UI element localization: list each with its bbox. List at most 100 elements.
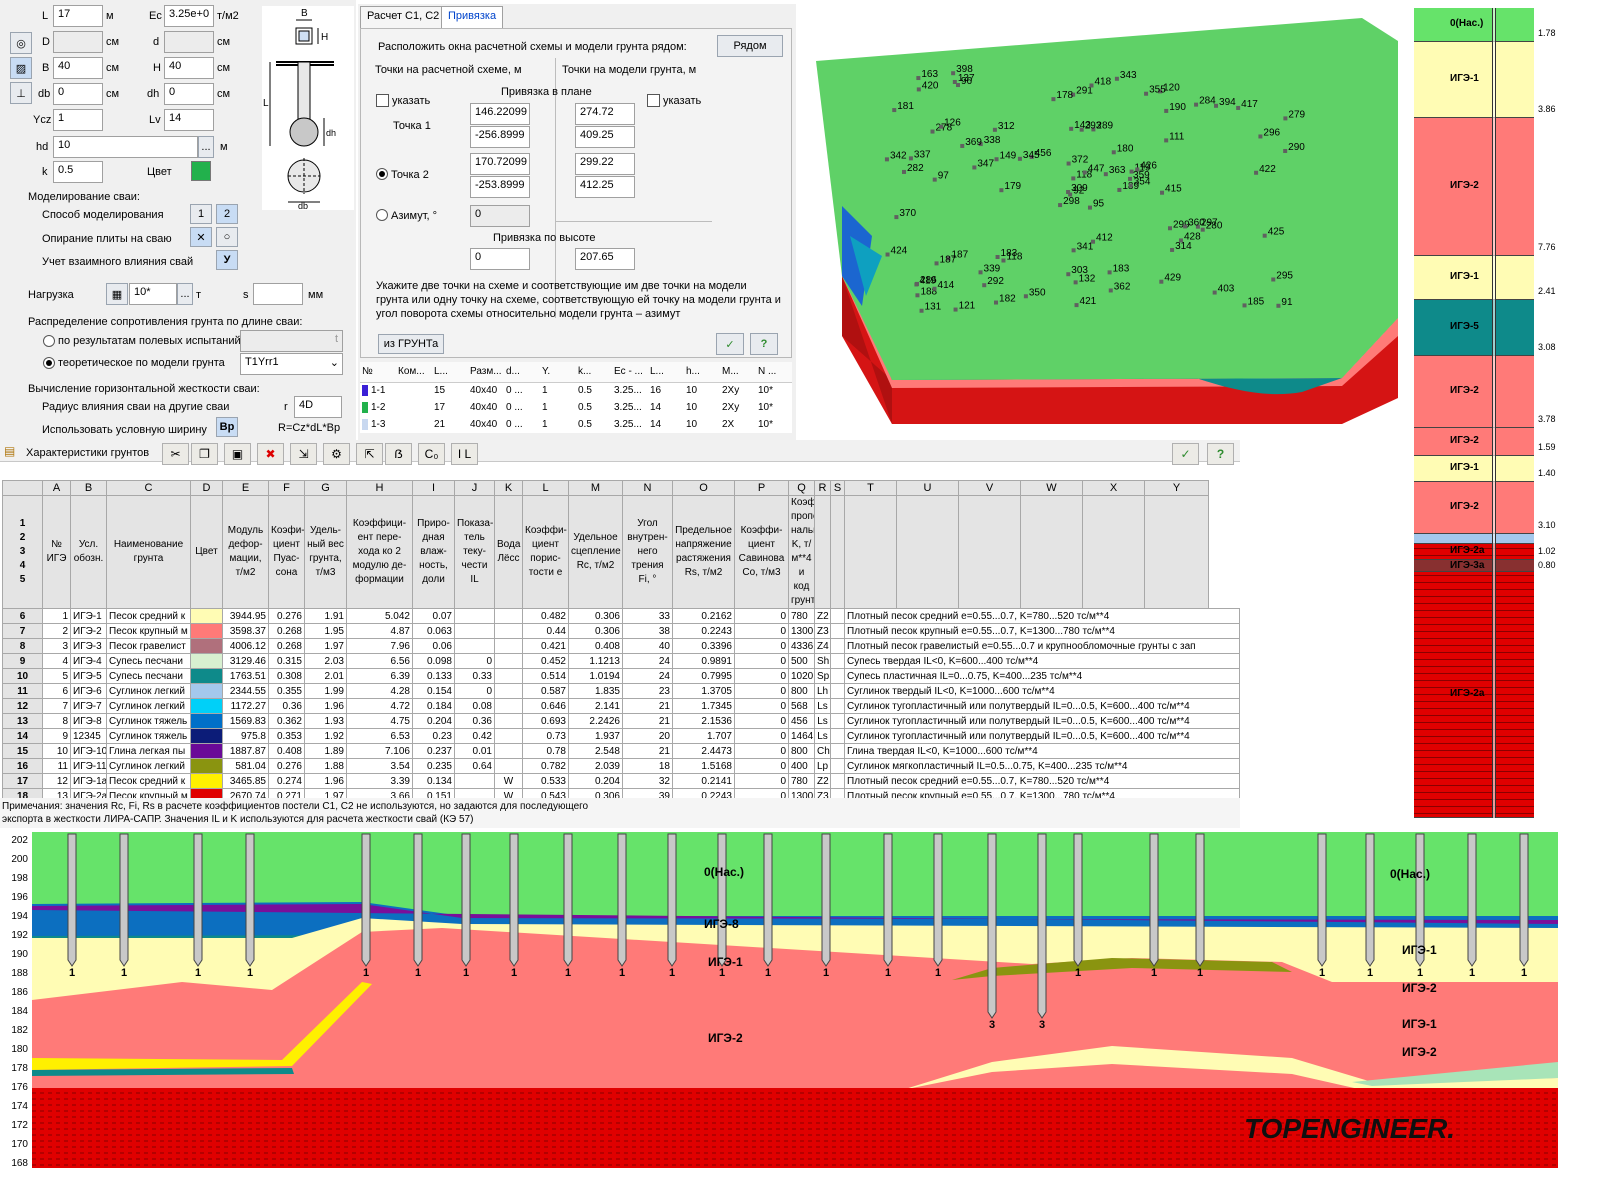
grid-cell[interactable]: 2.03: [304, 653, 347, 669]
param-Ec-input[interactable]: 3.25e+0: [164, 5, 214, 27]
grid-cell[interactable]: 4.87: [346, 623, 413, 639]
round-section-icon[interactable]: ◎: [10, 32, 32, 54]
grid-cell[interactable]: 0.353: [268, 728, 305, 744]
log-layer[interactable]: ИГЭ-2а 1.02: [1414, 544, 1556, 560]
grid-cell[interactable]: Суглинок легкий: [106, 758, 191, 774]
param-B-input[interactable]: 40: [53, 57, 103, 79]
grid-cell[interactable]: ИГЭ-10: [70, 743, 107, 759]
grid-cell[interactable]: 0.306: [568, 608, 623, 624]
grid-cell[interactable]: Песок крупный м: [106, 623, 191, 639]
grid-cell[interactable]: 0: [734, 728, 789, 744]
grid-cell[interactable]: 1.93: [304, 713, 347, 729]
width-bp-button[interactable]: Bp: [216, 417, 238, 437]
table-row[interactable]: 7 2 ИГЭ-2 Песок крупный м 3598.37 0.268 1.95 4.…: [2, 623, 1240, 639]
grid-cell[interactable]: 0.782: [522, 758, 569, 774]
grid-cell[interactable]: 3465.85: [222, 773, 269, 789]
table-row[interactable]: 6 1 ИГЭ-1 Песок средний к 3944.95 0.276 1.91 5.…: [2, 608, 1240, 624]
grid-cell[interactable]: 6: [42, 683, 71, 699]
grid-cell[interactable]: 800: [788, 683, 815, 699]
grid-col-letter[interactable]: K: [494, 480, 523, 496]
grid-cell[interactable]: Песок гравелист: [106, 638, 191, 654]
param-Ycz-input[interactable]: 1: [53, 109, 103, 131]
tab-c1c2[interactable]: Расчет С1, С2: [360, 6, 447, 28]
grid-cell[interactable]: 0.01: [454, 743, 495, 759]
grid-cell[interactable]: [494, 638, 523, 654]
grid-cell[interactable]: 1: [42, 608, 71, 624]
calculator-icon[interactable]: ▦: [106, 283, 128, 305]
formula-icon[interactable]: ẞ: [385, 443, 412, 465]
grid-cell[interactable]: 3.54: [346, 758, 413, 774]
grid-cell[interactable]: [494, 623, 523, 639]
grid-cell[interactable]: ИГЭ-3: [70, 638, 107, 654]
grid-cell[interactable]: 800: [788, 743, 815, 759]
grid-cell[interactable]: 0.237: [412, 743, 455, 759]
soil-color-cell[interactable]: [190, 713, 223, 729]
grid-cell[interactable]: ИГЭ-11: [70, 758, 107, 774]
grid-cell[interactable]: 0.063: [412, 623, 455, 639]
grid-cell[interactable]: 1464: [788, 728, 815, 744]
grid-cell[interactable]: 18: [622, 758, 673, 774]
grid-cell[interactable]: 0.42: [454, 728, 495, 744]
p2-left-y[interactable]: -253.8999: [470, 176, 530, 198]
grid-col-letter[interactable]: I: [412, 480, 455, 496]
grid-cell[interactable]: 2.4473: [672, 743, 735, 759]
side-by-side-button[interactable]: Рядом: [717, 35, 783, 57]
soil-color-cell[interactable]: [190, 623, 223, 639]
soil-description-cell[interactable]: Супесь пластичная IL=0...0.75, K=400...2…: [844, 668, 1240, 684]
grid-cell[interactable]: 21: [622, 698, 673, 714]
param-db-input[interactable]: 0: [53, 83, 103, 105]
from-soil-button[interactable]: из ГРУНТа: [378, 334, 444, 354]
grid-cell[interactable]: [454, 623, 495, 639]
grid-col-letter[interactable]: R: [814, 480, 831, 496]
grid-cell[interactable]: 1.97: [304, 638, 347, 654]
grid-col-letter[interactable]: X: [1082, 480, 1145, 496]
grid-cell[interactable]: 0.2243: [672, 623, 735, 639]
grid-cell[interactable]: 0.274: [268, 773, 305, 789]
grid-cell[interactable]: 0.23: [412, 728, 455, 744]
load-browse-button[interactable]: ...: [177, 283, 193, 305]
grid-col-letter[interactable]: G: [304, 480, 347, 496]
hinge-x-icon[interactable]: ✕: [190, 227, 212, 247]
grid-cell[interactable]: 0.133: [412, 668, 455, 684]
grid-cell[interactable]: ИГЭ-8: [70, 713, 107, 729]
soil-color-cell[interactable]: [190, 638, 223, 654]
soil-description-cell[interactable]: Суглинок мягкопластичный IL=0.5...0.75, …: [844, 758, 1240, 774]
grid-cell[interactable]: 0.06: [412, 638, 455, 654]
p1-right-x[interactable]: 274.72: [575, 103, 635, 125]
grid-cell[interactable]: 24: [622, 653, 673, 669]
grid-cell[interactable]: 0.3396: [672, 638, 735, 654]
grid-cell[interactable]: 9: [42, 728, 71, 744]
grid-cell[interactable]: [494, 743, 523, 759]
grid-cell[interactable]: 0.73: [522, 728, 569, 744]
soil-color-cell[interactable]: [190, 773, 223, 789]
grid-cell[interactable]: 2.548: [568, 743, 623, 759]
grid-cell[interactable]: W: [494, 773, 523, 789]
grid-cell[interactable]: [454, 638, 495, 654]
table-row[interactable]: 9 4 ИГЭ-4 Супесь песчани 3129.46 0.315 2.03 6.5…: [2, 653, 1240, 669]
grid-cell[interactable]: Sp: [814, 668, 831, 684]
grid-cell[interactable]: 1763.51: [222, 668, 269, 684]
grid-cell[interactable]: 1.1213: [568, 653, 623, 669]
table-row[interactable]: 15 10 ИГЭ-10 Глина легкая пы 1887.87 0.408 1.8…: [2, 743, 1240, 759]
grid-cell[interactable]: 6.39: [346, 668, 413, 684]
radio-point2[interactable]: [376, 168, 388, 180]
grid-col-letter[interactable]: S: [830, 480, 845, 496]
grid-cell[interactable]: 6.56: [346, 653, 413, 669]
il-icon[interactable]: I L: [451, 443, 478, 465]
delete-icon[interactable]: ✖: [257, 443, 284, 465]
grid-cell[interactable]: 0.36: [268, 698, 305, 714]
grid-cell[interactable]: 2.01: [304, 668, 347, 684]
color-swatch[interactable]: [191, 161, 211, 181]
grid-cell[interactable]: Ls: [814, 698, 831, 714]
azimuth-input[interactable]: 0: [470, 205, 530, 227]
grid-cell[interactable]: [830, 773, 845, 789]
soil-description-cell[interactable]: Суглинок тугопластичный или полутвердый …: [844, 698, 1240, 714]
grid-cell[interactable]: 24: [622, 668, 673, 684]
soil-description-cell[interactable]: Плотный песок крупный e=0.55...0.7, K=13…: [844, 623, 1240, 639]
grid-cell[interactable]: [830, 623, 845, 639]
piles-table-row[interactable]: 1-3 21 40x40 0 ... 1 0.5 3.25... 14 10 2X 10*: [360, 416, 792, 433]
grid-cell[interactable]: 0.355: [268, 683, 305, 699]
grid-col-letter[interactable]: O: [672, 480, 735, 496]
import-icon[interactable]: ⇲: [290, 443, 317, 465]
p2-right-x[interactable]: 299.22: [575, 153, 635, 175]
